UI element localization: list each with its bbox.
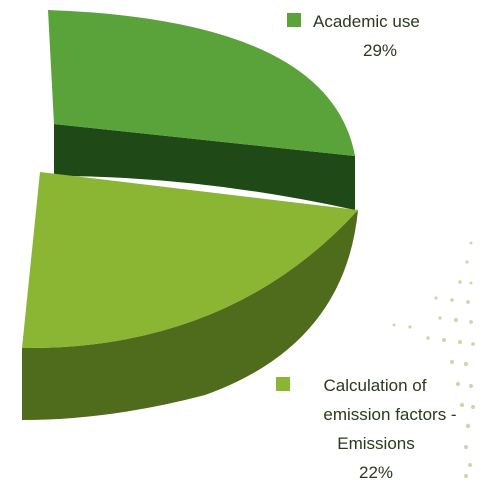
- slice-top: [48, 10, 355, 156]
- legend-label: emission factors -: [323, 405, 456, 424]
- legend-value: 22%: [359, 463, 393, 482]
- slice-top: [22, 172, 358, 349]
- legend-label: Academic use: [313, 12, 420, 31]
- slice-side: [54, 124, 355, 210]
- legend-marker: [287, 13, 301, 27]
- legend-entry-calculation-of-emission-factors: Calculation of emission factors - Emissi…: [276, 376, 457, 482]
- slice-side: [22, 210, 358, 420]
- legend-marker: [276, 377, 290, 391]
- pie-slice-calculation-of-emission-factors: [22, 172, 358, 420]
- legend-label: Calculation of: [323, 376, 426, 395]
- pie-slice-academic-use: [48, 10, 355, 210]
- legend-value: 29%: [363, 41, 397, 60]
- decorative-dots: [392, 241, 475, 478]
- legend-entry-academic-use: Academic use 29%: [287, 12, 420, 60]
- legend-label: Emissions: [337, 434, 414, 453]
